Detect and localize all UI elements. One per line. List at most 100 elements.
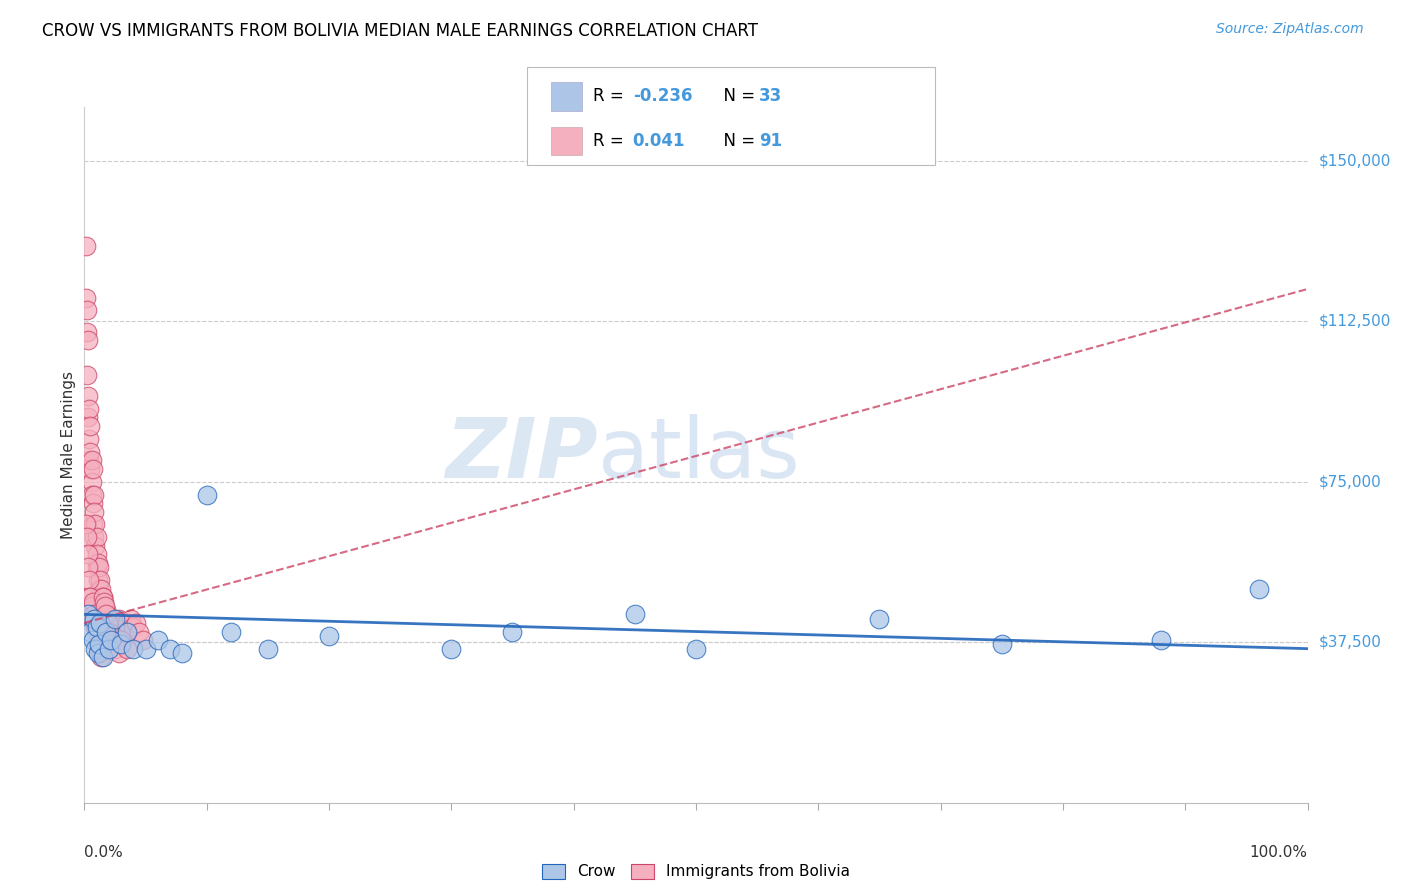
Point (87, 633, 110, 648)
Point (990, 637, 1012, 651)
Text: 0.0%: 0.0% (84, 845, 124, 860)
Text: -0.236: -0.236 (633, 87, 692, 105)
Point (172, 646, 194, 660)
Point (79, 444, 101, 458)
Point (685, 641, 707, 656)
Point (97, 615, 120, 630)
Point (83, 612, 105, 626)
Point (76, 530, 98, 544)
Text: R =: R = (593, 132, 630, 150)
Point (77, 607, 100, 622)
Point (100, 637, 122, 651)
Point (1150, 633, 1173, 648)
Point (77, 401, 100, 416)
Point (219, 624, 242, 639)
Point (83, 607, 105, 622)
Point (80, 487, 103, 501)
Point (96, 615, 118, 630)
Point (79, 624, 101, 639)
Point (83, 487, 105, 501)
Text: R =: R = (593, 87, 630, 105)
Point (89, 646, 111, 660)
Point (80, 453, 103, 467)
Point (75, 517, 97, 532)
Point (100, 633, 122, 648)
Point (75, 239, 97, 253)
Text: $37,500: $37,500 (1319, 635, 1382, 649)
Point (90, 582, 112, 596)
Point (86, 548, 108, 562)
Point (84, 641, 107, 656)
Point (115, 615, 138, 630)
Point (86, 530, 108, 544)
Text: $112,500: $112,500 (1319, 314, 1391, 328)
Point (87, 560, 110, 574)
Point (89, 573, 111, 587)
Point (77, 560, 100, 574)
Point (101, 615, 124, 630)
Point (86, 620, 108, 634)
Text: N =: N = (713, 132, 761, 150)
Point (84, 517, 107, 532)
Point (91, 603, 114, 617)
Point (90, 650, 112, 665)
Point (79, 462, 101, 476)
Point (97, 624, 120, 639)
Text: N =: N = (713, 87, 761, 105)
Point (93, 599, 115, 613)
Point (77, 453, 100, 467)
Point (91, 591, 114, 605)
Point (77, 548, 100, 562)
Point (75, 291, 97, 305)
Point (107, 612, 129, 626)
Point (501, 624, 523, 639)
Point (79, 603, 101, 617)
Point (135, 641, 157, 656)
Point (80, 475, 103, 489)
Point (79, 419, 101, 434)
Point (97, 612, 120, 626)
Point (79, 591, 101, 605)
Point (87, 637, 110, 651)
Point (146, 633, 169, 648)
Point (82, 496, 104, 510)
Text: Source: ZipAtlas.com: Source: ZipAtlas.com (1216, 22, 1364, 37)
Point (83, 615, 105, 630)
Text: CROW VS IMMIGRANTS FROM BOLIVIA MEDIAN MALE EARNINGS CORRELATION CHART: CROW VS IMMIGRANTS FROM BOLIVIA MEDIAN M… (42, 22, 758, 40)
Text: 0.041: 0.041 (633, 132, 685, 150)
Point (80, 599, 103, 613)
Point (82, 517, 104, 532)
Text: 100.0%: 100.0% (1250, 845, 1308, 860)
Point (77, 432, 100, 446)
Point (83, 505, 105, 519)
Point (89, 591, 111, 605)
Point (93, 594, 115, 608)
Point (128, 624, 150, 639)
Point (91, 650, 114, 665)
Point (624, 607, 647, 622)
Point (77, 410, 100, 425)
Point (1247, 582, 1270, 596)
Point (97, 615, 120, 630)
Point (132, 633, 155, 648)
Point (110, 615, 132, 630)
Point (110, 633, 132, 648)
Point (104, 612, 127, 626)
Point (98, 612, 121, 626)
Point (82, 462, 104, 476)
Point (257, 641, 280, 656)
Point (94, 607, 117, 622)
Point (76, 368, 98, 382)
Text: $150,000: $150,000 (1319, 153, 1391, 168)
Point (869, 612, 891, 626)
Point (82, 612, 104, 626)
Point (115, 641, 138, 656)
Point (105, 624, 128, 639)
Point (104, 620, 127, 634)
Point (96, 603, 118, 617)
Point (100, 620, 122, 634)
Y-axis label: Median Male Earnings: Median Male Earnings (60, 371, 76, 539)
Point (87, 582, 110, 596)
Point (103, 612, 125, 626)
Point (77, 573, 100, 587)
